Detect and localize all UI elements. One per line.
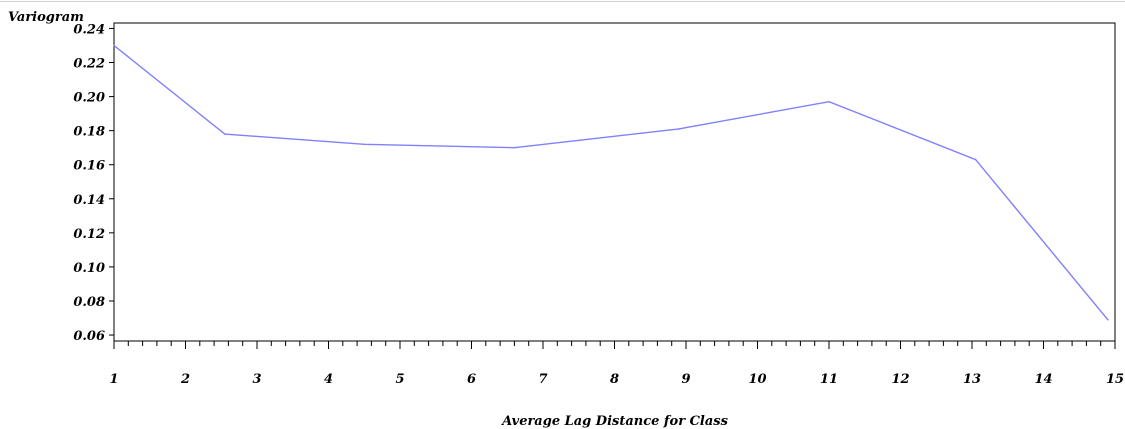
plot-area-frame xyxy=(113,22,1116,342)
data-point xyxy=(224,133,226,135)
data-point xyxy=(974,158,977,161)
x-tick-label: 14 xyxy=(1034,372,1052,387)
x-tick-label: 9 xyxy=(681,372,690,387)
y-axis-title: Variogram xyxy=(8,10,84,25)
x-tick-label: 13 xyxy=(963,372,981,387)
x-tick-label: 6 xyxy=(467,372,476,387)
y-tick-label: 0.14 xyxy=(73,193,105,208)
variogram-line xyxy=(113,44,1109,321)
x-tick-label: 3 xyxy=(252,372,261,387)
y-tick-label: 0.10 xyxy=(73,261,105,276)
x-axis-title: Average Lag Distance for Class xyxy=(500,414,729,429)
y-tick-label: 0.22 xyxy=(73,57,105,72)
x-axis: 1 2 3 4 5 6 7 8 9 10 11 12 13 14 15 xyxy=(109,341,1124,387)
y-tick-label: 0.16 xyxy=(73,159,105,174)
data-point xyxy=(828,100,830,103)
y-tick-label: 0.20 xyxy=(73,91,105,106)
x-tick-label: 11 xyxy=(820,372,838,387)
y-tick-label: 0.08 xyxy=(73,295,105,310)
x-tick-label: 15 xyxy=(1106,372,1124,387)
data-point xyxy=(1107,318,1109,321)
x-tick-label: 4 xyxy=(324,372,333,387)
x-tick-label: 8 xyxy=(610,372,619,387)
y-tick-label: 0.18 xyxy=(73,125,105,140)
x-tick-label: 7 xyxy=(538,372,547,387)
data-point xyxy=(113,44,115,47)
y-axis: 0.06 0.08 0.10 0.12 0.14 0.16 0.18 0.20 0.22 0.24 xyxy=(73,22,114,344)
x-tick-label: 2 xyxy=(180,372,190,387)
y-tick-label: 0.06 xyxy=(73,329,105,344)
series-layer xyxy=(113,44,1109,321)
data-point xyxy=(513,146,516,149)
data-point xyxy=(678,128,680,130)
data-point xyxy=(363,143,366,146)
x-tick-label: 12 xyxy=(891,372,909,387)
x-tick-label: 10 xyxy=(748,372,766,387)
x-tick-label: 5 xyxy=(395,372,404,387)
y-tick-label: 0.24 xyxy=(73,22,105,37)
y-tick-label: 0.12 xyxy=(73,227,105,242)
x-tick-label: 1 xyxy=(109,372,118,387)
